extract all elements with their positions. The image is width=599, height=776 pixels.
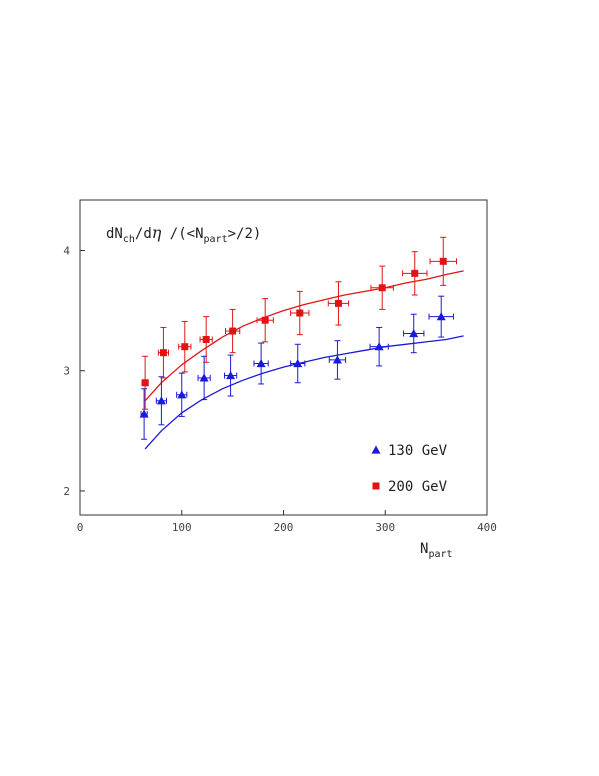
data-point-130-gev bbox=[409, 329, 419, 338]
data-point-200-gev bbox=[411, 269, 419, 277]
y-tick-label: 2 bbox=[63, 485, 70, 498]
data-point-200-gev bbox=[439, 257, 447, 265]
x-tick-label: 0 bbox=[77, 521, 84, 534]
legend-marker-200-gev bbox=[372, 482, 380, 490]
data-point-200-gev bbox=[296, 309, 304, 317]
data-point-130-gev bbox=[332, 355, 342, 364]
data-point-130-gev bbox=[256, 359, 266, 368]
data-point-200-gev bbox=[378, 284, 386, 292]
chart-title: dNch/dη /(<Npart>/2) bbox=[106, 223, 261, 245]
x-tick-label: 400 bbox=[477, 521, 497, 534]
data-point-200-gev bbox=[141, 379, 149, 387]
data-point-200-gev bbox=[229, 327, 237, 335]
data-point-130-gev bbox=[226, 371, 236, 380]
fit-curve-200-gev bbox=[144, 270, 464, 402]
fit-curves bbox=[144, 270, 464, 450]
legend-marker-130-gev bbox=[371, 445, 381, 454]
legend-label-130-gev: 130 GeV bbox=[388, 443, 448, 459]
data-point-200-gev bbox=[202, 335, 210, 343]
data-point-130-gev bbox=[139, 409, 149, 418]
x-axis-label: Npart bbox=[420, 541, 453, 560]
legend-label-200-gev: 200 GeV bbox=[388, 479, 448, 495]
data-markers bbox=[139, 257, 447, 418]
data-point-200-gev bbox=[159, 349, 167, 357]
y-tick-label: 4 bbox=[63, 244, 70, 257]
x-tick-label: 300 bbox=[375, 521, 395, 534]
plot-frame bbox=[79, 199, 488, 516]
data-point-130-gev bbox=[156, 396, 166, 405]
legend: 130 GeV 200 GeV bbox=[371, 443, 448, 495]
data-point-200-gev bbox=[181, 343, 189, 351]
data-point-130-gev bbox=[374, 342, 384, 351]
data-point-130-gev bbox=[293, 359, 303, 368]
data-point-130-gev bbox=[436, 312, 446, 321]
data-point-130-gev bbox=[199, 373, 209, 382]
x-tick-label: 200 bbox=[274, 521, 294, 534]
axis-ticks: 0 100 200 300 400 2 3 4 bbox=[63, 244, 497, 534]
fit-curve-130-gev bbox=[144, 335, 464, 450]
y-tick-label: 3 bbox=[63, 365, 70, 378]
data-point-200-gev bbox=[261, 316, 269, 324]
data-point-130-gev bbox=[177, 390, 187, 399]
data-point-200-gev bbox=[334, 299, 342, 307]
x-tick-label: 100 bbox=[172, 521, 192, 534]
